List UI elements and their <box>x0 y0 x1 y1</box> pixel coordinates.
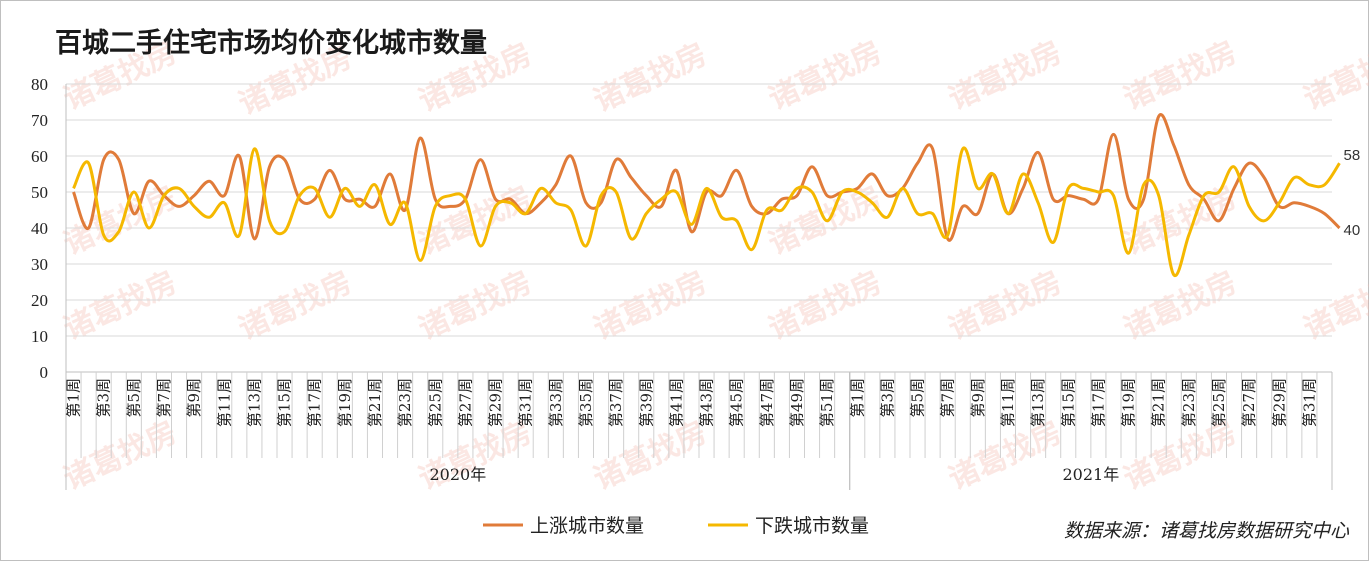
watermark-text: 诸葛找房 <box>589 37 713 119</box>
x-tick-label: 第27周 <box>456 378 474 427</box>
x-tick-label: 第3周 <box>878 378 896 418</box>
watermark-text: 诸葛找房 <box>944 265 1068 347</box>
x-tick-label: 第31周 <box>1300 378 1318 427</box>
y-tick-label: 70 <box>31 111 48 130</box>
watermark-text: 诸葛找房 <box>589 265 713 347</box>
legend-label: 下跌城市数量 <box>755 515 869 537</box>
x-tick-label: 第35周 <box>577 378 595 427</box>
x-tick-label: 第33周 <box>547 378 565 427</box>
x-tick-label: 第47周 <box>758 378 776 427</box>
x-tick-label: 第11周 <box>999 378 1017 427</box>
y-tick-label: 60 <box>31 147 48 166</box>
x-tick-label: 第17周 <box>306 378 324 427</box>
watermark-text: 诸葛找房 <box>764 35 888 117</box>
legend-label: 上涨城市数量 <box>530 515 644 537</box>
x-tick-label: 第25周 <box>426 378 444 427</box>
x-tick-label: 第29周 <box>487 378 505 427</box>
watermark-text: 诸葛找房 <box>59 415 183 497</box>
y-tick-label: 80 <box>31 75 48 94</box>
x-tick-label: 第9周 <box>185 378 203 418</box>
x-tick-label: 第27周 <box>1240 378 1258 427</box>
end-labels: 40 58 <box>1344 147 1361 239</box>
x-tick-label: 第43周 <box>698 378 716 427</box>
x-tick-label: 第9周 <box>969 378 987 418</box>
x-tick-label: 第37周 <box>607 378 625 427</box>
x-tick-label: 第23周 <box>396 378 414 427</box>
x-tick-label: 第1周 <box>65 378 83 418</box>
year-label: 2020年 <box>429 465 486 484</box>
watermark-text: 诸葛找房 <box>234 265 358 347</box>
x-tick-label: 第15周 <box>276 378 294 427</box>
x-tick-label: 第5周 <box>909 378 927 418</box>
x-tick-label: 第11周 <box>215 378 233 427</box>
x-tick-label: 第31周 <box>517 378 535 427</box>
end-value-label: 40 <box>1344 222 1361 239</box>
x-tick-label: 第1周 <box>848 378 866 418</box>
source-note: 数据来源：诸葛找房数据研究中心 <box>1064 520 1350 542</box>
y-axis: 0 10 20 30 40 50 60 70 80 <box>31 75 67 382</box>
x-tick-label: 第13周 <box>245 378 263 427</box>
x-axis: 第1周 第3周 第5周 第7周 第9周 第11周 第13周 第15周 第17周 第19周 第21周第… <box>65 371 1333 490</box>
series-line-2 <box>72 146 1341 278</box>
x-tick-label: 第15周 <box>1059 378 1077 427</box>
y-tick-label: 30 <box>31 255 48 274</box>
x-tick-label: 第7周 <box>155 378 173 418</box>
y-tick-label: 0 <box>40 363 49 382</box>
watermark-text: 诸葛找房 <box>764 265 888 347</box>
x-tick-label: 第25周 <box>1210 378 1228 427</box>
series-line-1 <box>72 113 1341 242</box>
y-tick-label: 10 <box>31 327 48 346</box>
x-tick-label: 第49周 <box>788 378 806 427</box>
watermark-text: 诸葛找房 <box>944 35 1068 117</box>
year-label: 2021年 <box>1062 465 1119 484</box>
x-tick-label: 第19周 <box>336 378 354 427</box>
x-tick-label: 第51周 <box>818 378 836 427</box>
x-tick-label: 第3周 <box>95 378 113 418</box>
y-tick-label: 50 <box>31 183 48 202</box>
x-tick-label: 第17周 <box>1089 378 1107 427</box>
watermark-text: 诸葛找房 <box>59 265 183 347</box>
watermark-text: 诸葛找房 <box>1119 35 1243 117</box>
watermark-text: 诸葛找房 <box>1299 265 1369 347</box>
series-layer <box>72 113 1341 278</box>
watermark-text: 诸葛找房 <box>1119 265 1243 347</box>
x-tick-label: 第21周 <box>1150 378 1168 427</box>
x-tick-label: 第41周 <box>667 378 685 427</box>
x-tick-label: 第23周 <box>1180 378 1198 427</box>
x-tick-label: 第19周 <box>1120 378 1138 427</box>
x-tick-label: 第7周 <box>939 378 957 418</box>
x-tick-label: 第5周 <box>125 378 143 418</box>
y-tick-label: 40 <box>31 219 48 238</box>
x-tick-label: 第45周 <box>728 378 746 427</box>
x-tick-label: 第21周 <box>366 378 384 427</box>
x-tick-label: 第39周 <box>637 378 655 427</box>
watermark-text: 诸葛找房 <box>1299 35 1369 117</box>
x-tick-label: 第29周 <box>1270 378 1288 427</box>
chart-title: 百城二手住宅市场均价变化城市数量 <box>55 27 487 59</box>
end-value-label: 58 <box>1344 147 1361 164</box>
y-tick-label: 20 <box>31 291 48 310</box>
x-tick-label: 第13周 <box>1029 378 1047 427</box>
watermark-text: 诸葛找房 <box>414 265 538 347</box>
legend: 上涨城市数量 下跌城市数量 <box>483 515 869 537</box>
